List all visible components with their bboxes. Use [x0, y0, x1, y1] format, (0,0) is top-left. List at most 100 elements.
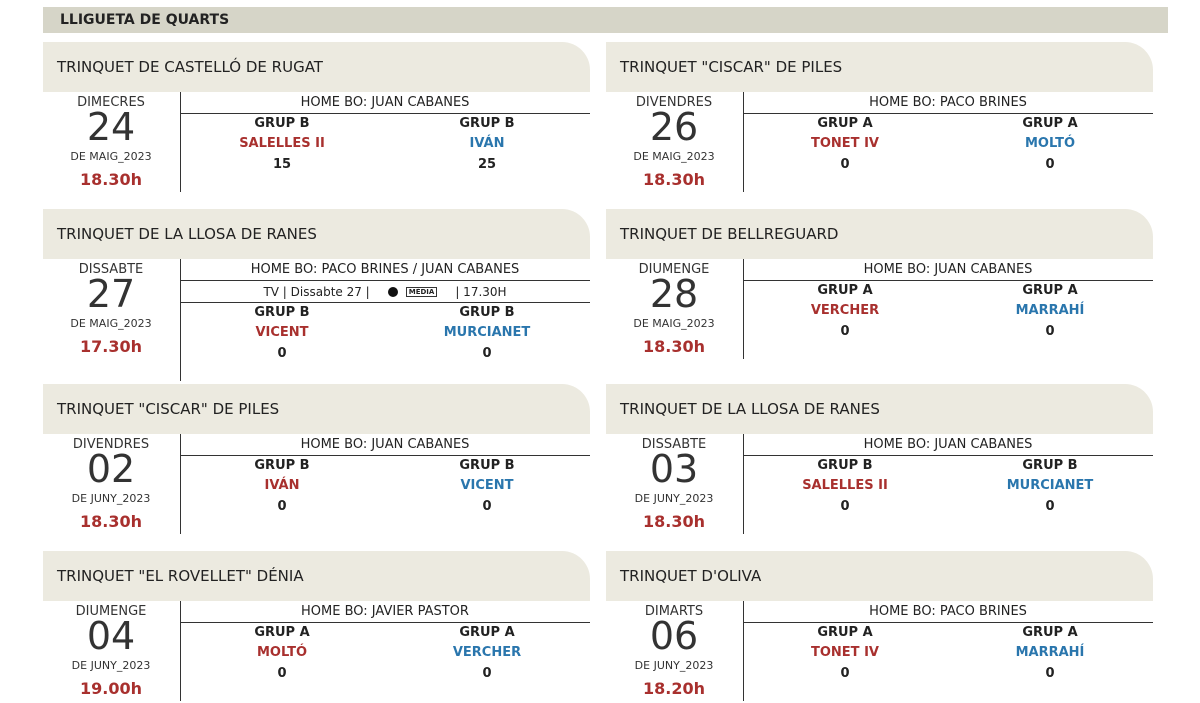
score: 0	[1045, 499, 1055, 514]
group: GRUP B	[817, 458, 873, 473]
day: 02	[86, 447, 136, 491]
rule	[180, 622, 590, 623]
referee: HOME BO: JUAN CABANES	[300, 95, 470, 110]
venue: TRINQUET "EL ROVELLET" DÉNIA	[57, 567, 304, 585]
team-name: IVÁN	[264, 478, 300, 493]
team-name: SALELLES II	[802, 478, 888, 493]
divider	[743, 434, 744, 534]
score: 15	[272, 157, 292, 172]
rule	[180, 302, 590, 303]
month: DE JUNY_2023	[71, 492, 151, 505]
team-name: MARRAHÍ	[1015, 645, 1085, 660]
group: GRUP A	[1022, 116, 1078, 131]
time: 18.30h	[643, 337, 705, 356]
score: 0	[1045, 666, 1055, 681]
team-name: MOLTÓ	[1024, 136, 1076, 151]
group: GRUP A	[817, 283, 873, 298]
group: GRUP A	[254, 625, 310, 640]
card-header: TRINQUET DE LA LLOSA DE RANES	[43, 209, 590, 259]
day: 26	[649, 105, 699, 149]
team-name: MOLTÓ	[256, 645, 308, 660]
score: 0	[840, 324, 850, 339]
score: 0	[840, 666, 850, 681]
weekday: DIMARTS	[644, 604, 704, 619]
weekday: DIVENDRES	[635, 95, 713, 110]
group: GRUP A	[459, 625, 515, 640]
group: GRUP A	[817, 116, 873, 131]
team-name: VICENT	[255, 325, 309, 340]
tv-logo: MÈDIA	[405, 287, 438, 297]
weekday: DISSABTE	[641, 437, 707, 452]
rule	[743, 455, 1153, 456]
match-card: TRINQUET DE CASTELLÓ DE RUGAT DIMECRES 24 D…	[43, 42, 590, 192]
section-header: LLIGUETA DE QUARTS	[43, 7, 1168, 33]
team-name: VERCHER	[810, 303, 880, 318]
referee: HOME BO: PACO BRINES	[869, 95, 1027, 110]
time: 19.00h	[80, 679, 142, 698]
card-header: TRINQUET DE LA LLOSA DE RANES	[606, 384, 1153, 434]
time: 17.30h	[80, 337, 142, 356]
day: 03	[649, 447, 699, 491]
score: 0	[277, 499, 287, 514]
venue: TRINQUET DE BELLREGUARD	[620, 225, 839, 243]
group: GRUP A	[817, 625, 873, 640]
divider	[743, 601, 744, 701]
group: GRUP B	[459, 116, 515, 131]
rule	[743, 113, 1153, 114]
weekday: DIVENDRES	[72, 437, 150, 452]
group: GRUP A	[1022, 625, 1078, 640]
month: DE MAIG_2023	[633, 317, 715, 330]
referee: HOME BO: JUAN CABANES	[300, 437, 470, 452]
divider	[180, 601, 181, 701]
match-card: TRINQUET DE LA LLOSA DE RANES DISSABTE 27 D…	[43, 209, 590, 381]
month: DE JUNY_2023	[634, 659, 714, 672]
day: 24	[86, 105, 136, 149]
tv-text: | 17.30H	[455, 285, 507, 299]
match-card: TRINQUET DE BELLREGUARD DIUMENGE 28 DE MAIG…	[606, 209, 1153, 359]
weekday: DISSABTE	[78, 262, 144, 277]
team-name: TONET IV	[811, 136, 879, 151]
day: 28	[649, 272, 699, 316]
rule	[180, 280, 590, 281]
card-header: TRINQUET DE BELLREGUARD	[606, 209, 1153, 259]
team-name: VERCHER	[452, 645, 522, 660]
group: GRUP B	[1022, 458, 1078, 473]
score: 0	[1045, 324, 1055, 339]
weekday: DIUMENGE	[638, 262, 710, 277]
venue: TRINQUET DE LA LLOSA DE RANES	[57, 225, 317, 243]
tv-logo-icon	[387, 287, 398, 297]
divider	[743, 259, 744, 359]
group: GRUP B	[254, 458, 310, 473]
time: 18.30h	[643, 170, 705, 189]
score: 0	[277, 666, 287, 681]
score: 0	[277, 346, 287, 361]
score: 0	[482, 666, 492, 681]
team-name: VICENT	[460, 478, 514, 493]
group: GRUP B	[254, 116, 310, 131]
match-card: TRINQUET "CISCAR" DE PILES DIVENDRES 26 DE …	[606, 42, 1153, 192]
venue: TRINQUET "CISCAR" DE PILES	[620, 58, 843, 76]
card-header: TRINQUET D'OLIVA	[606, 551, 1153, 601]
divider	[180, 434, 181, 534]
rule	[180, 455, 590, 456]
team-name: MURCIANET	[1006, 478, 1094, 493]
rule	[743, 280, 1153, 281]
divider	[180, 259, 181, 381]
month: DE MAIG_2023	[70, 317, 152, 330]
score: 0	[1045, 157, 1055, 172]
venue: TRINQUET D'OLIVA	[620, 567, 762, 585]
time: 18.30h	[80, 170, 142, 189]
month: DE JUNY_2023	[71, 659, 151, 672]
team-name: MARRAHÍ	[1015, 303, 1085, 318]
score: 0	[482, 346, 492, 361]
card-header: TRINQUET "CISCAR" DE PILES	[606, 42, 1153, 92]
match-card: TRINQUET "CISCAR" DE PILES DIVENDRES 02 DE …	[43, 384, 590, 534]
referee: HOME BO: JUAN CABANES	[863, 262, 1033, 277]
rule	[180, 113, 590, 114]
month: DE JUNY_2023	[634, 492, 714, 505]
time: 18.30h	[80, 512, 142, 531]
card-header: TRINQUET "CISCAR" DE PILES	[43, 384, 590, 434]
team-name: SALELLES II	[239, 136, 325, 151]
rule	[743, 622, 1153, 623]
